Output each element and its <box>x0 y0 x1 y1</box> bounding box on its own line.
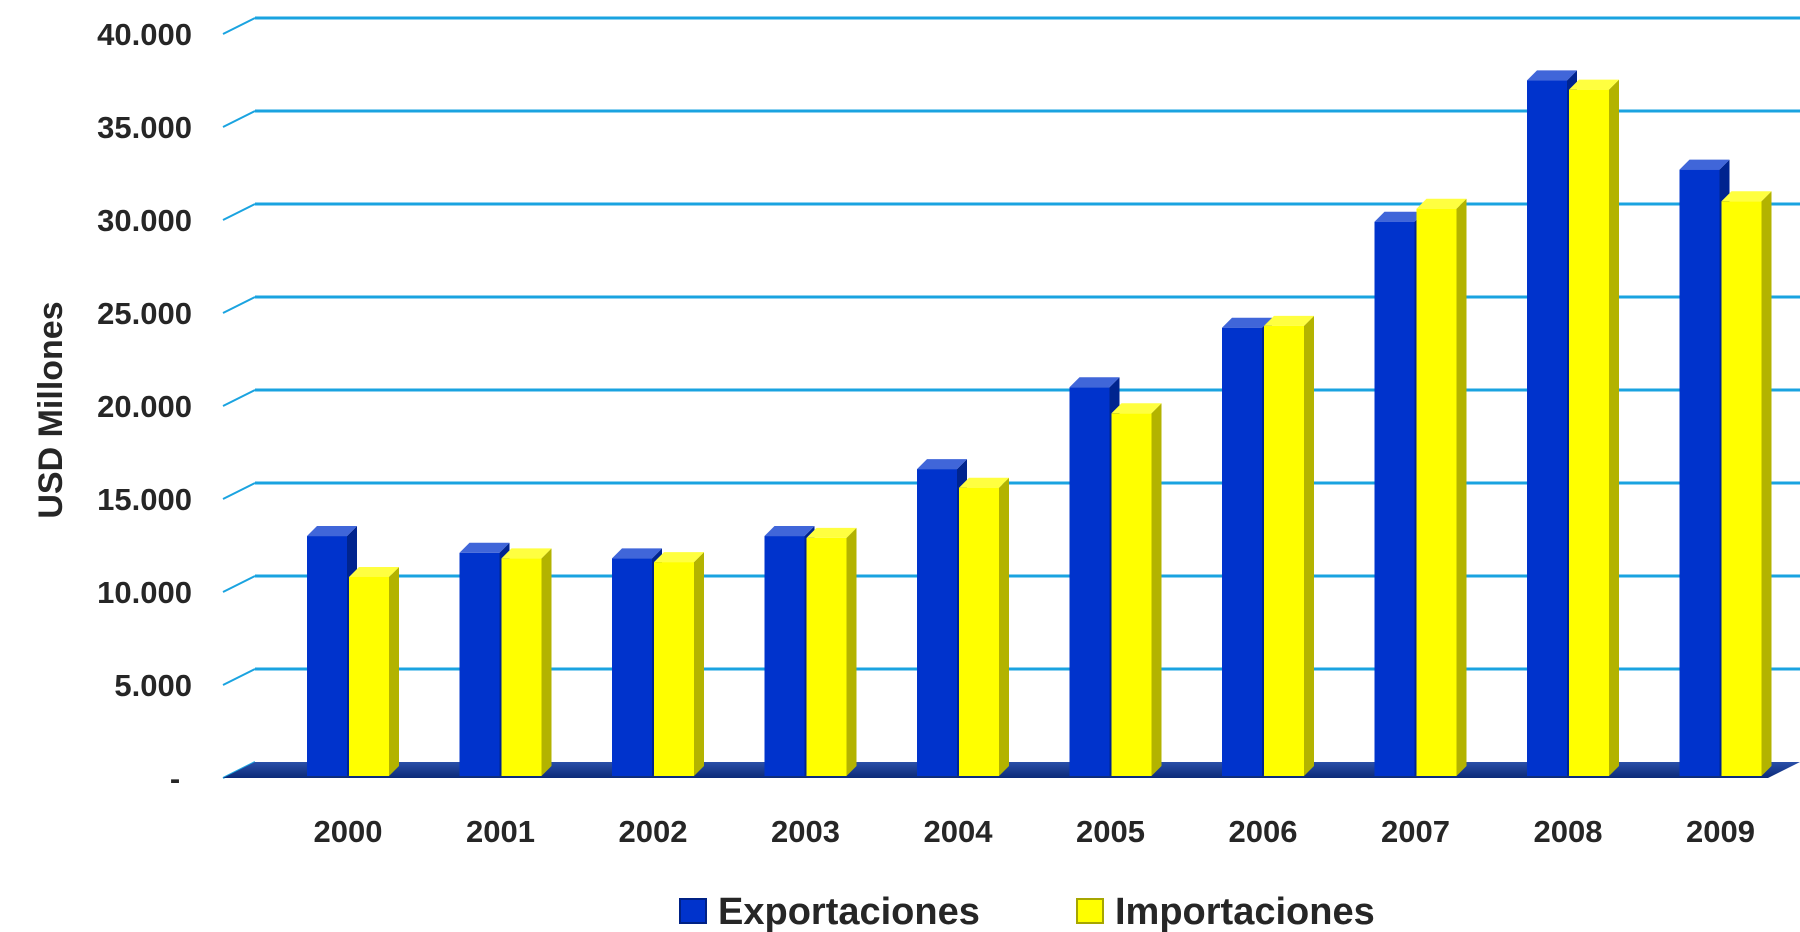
y-tick-label: 30.000 <box>97 203 192 238</box>
x-tick-label: 2003 <box>771 814 840 849</box>
x-tick-label: 2001 <box>466 814 535 849</box>
x-tick-label: 2007 <box>1381 814 1450 849</box>
x-tick-label: 2002 <box>619 814 688 849</box>
y-axis-label: USD Millones <box>32 301 70 518</box>
y-axis-ticks: - 5.000 10.000 15.000 20.000 25.000 30.000 35.0… <box>97 17 192 796</box>
bar <box>1416 198 1467 776</box>
y-tick-label: 10.000 <box>97 575 192 610</box>
legend-label: Importaciones <box>1115 891 1375 932</box>
bar <box>806 527 857 776</box>
legend-item: Exportaciones <box>679 891 980 932</box>
y-tick-label: 15.000 <box>97 482 192 517</box>
bar <box>959 477 1009 776</box>
legend-label: Exportaciones <box>718 891 980 932</box>
x-tick-label: 2000 <box>314 814 383 849</box>
bar <box>349 566 399 776</box>
x-tick-label: 2009 <box>1686 814 1755 849</box>
legend-swatch <box>679 898 707 924</box>
bar <box>1569 79 1619 776</box>
x-axis-ticks: 2000 2001 2002 2003 2004 2005 2006 2007 2008 2009 <box>314 814 1755 849</box>
legend: Exportaciones Importaciones <box>679 891 1375 932</box>
y-tick-label: 5.000 <box>114 668 192 703</box>
y-tick-label: 20.000 <box>97 389 192 424</box>
bar <box>501 548 552 776</box>
legend-item: Importaciones <box>1076 891 1375 932</box>
bars <box>307 70 1772 777</box>
y-tick-label: 35.000 <box>97 110 192 145</box>
y-tick-label: 40.000 <box>97 17 192 52</box>
bar <box>654 552 704 776</box>
bar <box>1111 403 1162 776</box>
x-tick-label: 2008 <box>1534 814 1603 849</box>
x-tick-label: 2004 <box>924 814 994 849</box>
gridline <box>222 16 1800 35</box>
bar <box>1264 315 1314 776</box>
x-tick-label: 2006 <box>1229 814 1298 849</box>
y-tick-label: 25.000 <box>97 296 192 331</box>
x-tick-label: 2005 <box>1076 814 1145 849</box>
legend-swatch <box>1076 898 1104 924</box>
y-tick-label: - <box>170 761 180 796</box>
bar <box>1721 191 1772 776</box>
